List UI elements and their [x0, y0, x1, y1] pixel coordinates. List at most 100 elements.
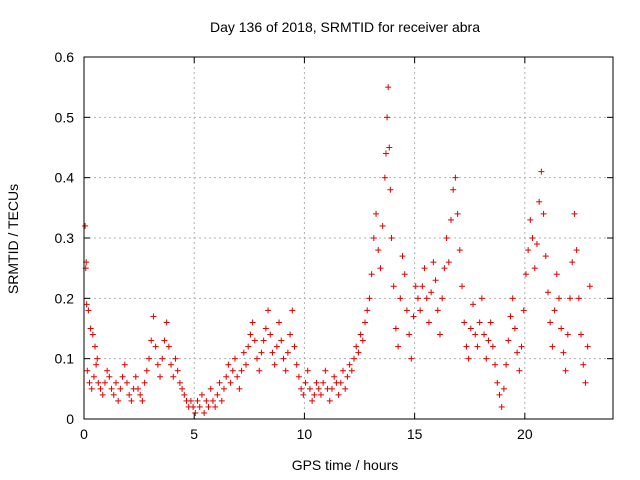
data-point — [143, 367, 150, 374]
data-point — [443, 235, 450, 241]
data-point — [287, 331, 294, 338]
data-point — [227, 379, 234, 386]
y-tick-label: 0.2 — [55, 290, 75, 306]
data-point — [507, 313, 514, 320]
data-point — [463, 343, 470, 350]
data-point — [137, 391, 144, 398]
data-point — [474, 343, 481, 350]
data-point — [410, 313, 417, 320]
x-axis-title: GPS time / hours — [292, 457, 399, 473]
data-point — [187, 397, 194, 404]
data-point — [92, 343, 99, 350]
data-point — [256, 367, 263, 374]
data-point — [265, 307, 272, 314]
data-point — [481, 331, 488, 338]
data-point — [425, 319, 432, 326]
data-point — [161, 337, 168, 344]
x-tick-label: 15 — [407, 426, 423, 442]
y-tick-label: 0.1 — [55, 351, 75, 367]
data-point — [520, 307, 527, 314]
data-point — [540, 210, 547, 217]
data-point — [271, 361, 278, 368]
y-tick-label: 0.3 — [55, 230, 75, 246]
data-point — [527, 216, 534, 223]
data-point — [172, 355, 179, 362]
data-point — [298, 385, 305, 392]
data-point — [573, 247, 580, 254]
data-point — [110, 391, 117, 398]
data-point — [84, 367, 91, 374]
data-point — [192, 409, 199, 416]
data-point — [170, 373, 177, 380]
data-point — [489, 343, 496, 350]
data-point — [370, 235, 377, 241]
data-point — [408, 355, 415, 362]
y-tick-label: 0.6 — [55, 49, 75, 65]
data-point — [414, 295, 421, 302]
data-point — [547, 319, 554, 326]
data-point — [417, 307, 424, 314]
data-point — [234, 373, 241, 380]
data-point — [108, 385, 115, 392]
y-tick-label: 0.5 — [55, 109, 75, 125]
axis-ticks: 0 5 10 15 20 0 0.1 0.2 0.3 0.4 0.5 0.6 — [55, 49, 613, 442]
data-point — [434, 307, 441, 314]
data-point — [159, 355, 166, 362]
data-point — [436, 331, 443, 338]
data-point — [395, 343, 402, 350]
data-point — [385, 84, 392, 91]
data-point — [146, 355, 153, 362]
data-point — [470, 301, 477, 308]
y-axis-title: SRMTID / TECUs — [5, 184, 21, 294]
x-tick-label: 20 — [517, 426, 533, 442]
data-point — [309, 397, 316, 404]
data-point — [181, 391, 188, 398]
data-point — [514, 349, 521, 356]
data-point — [126, 391, 133, 398]
data-point — [567, 295, 574, 302]
data-point — [423, 295, 430, 302]
data-point — [375, 247, 382, 254]
data-point — [87, 325, 94, 332]
data-point — [322, 367, 329, 374]
data-point — [542, 253, 549, 260]
data-point — [86, 379, 93, 386]
data-point — [387, 186, 394, 193]
data-point — [390, 283, 397, 290]
data-point — [553, 271, 560, 278]
data-point — [163, 319, 170, 326]
data-point — [85, 307, 92, 314]
data-point — [139, 397, 146, 404]
data-point — [456, 247, 463, 254]
x-tick-label: 5 — [190, 426, 198, 442]
data-point — [580, 361, 587, 368]
data-point — [452, 174, 459, 181]
data-point — [90, 373, 97, 380]
data-point — [209, 397, 216, 404]
data-point — [373, 210, 380, 217]
data-points — [82, 84, 593, 416]
data-point — [284, 349, 291, 356]
data-point — [121, 361, 128, 368]
data-point — [176, 379, 183, 386]
data-point — [93, 361, 100, 368]
data-point — [476, 319, 483, 326]
data-point — [203, 397, 210, 404]
data-point — [364, 307, 371, 314]
data-point — [511, 325, 518, 332]
data-point — [439, 295, 446, 302]
data-point — [89, 331, 96, 338]
data-point — [119, 373, 126, 380]
data-point — [430, 259, 437, 266]
data-point — [249, 319, 256, 326]
grid — [84, 57, 613, 419]
data-point — [551, 307, 558, 314]
data-point — [276, 319, 283, 326]
data-point — [421, 265, 428, 272]
data-point — [302, 379, 309, 386]
data-point — [106, 373, 113, 380]
data-point — [509, 295, 516, 302]
data-point — [150, 313, 157, 320]
data-point — [525, 247, 532, 254]
